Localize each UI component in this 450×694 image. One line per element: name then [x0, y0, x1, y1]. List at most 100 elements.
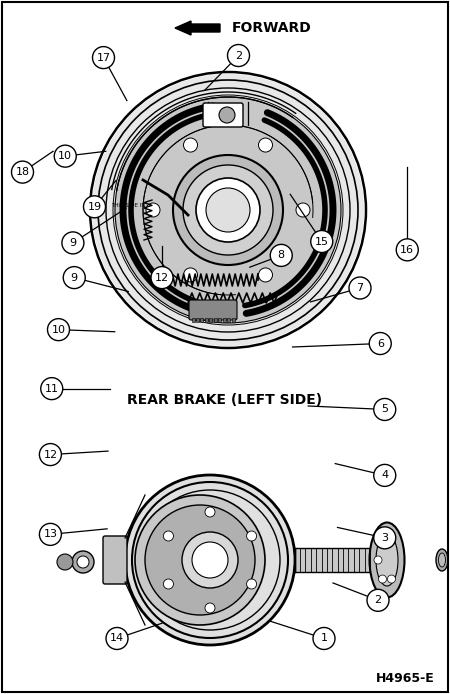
- Text: FORWARD: FORWARD: [232, 21, 312, 35]
- Text: 3: 3: [381, 533, 388, 543]
- Circle shape: [367, 589, 389, 611]
- Text: THIS SIDE IN: THIS SIDE IN: [111, 203, 145, 208]
- Circle shape: [374, 464, 396, 486]
- Circle shape: [378, 537, 387, 545]
- Ellipse shape: [376, 534, 398, 586]
- Circle shape: [205, 507, 215, 517]
- Circle shape: [374, 556, 382, 564]
- Text: 9: 9: [69, 238, 76, 248]
- Circle shape: [258, 138, 273, 152]
- Circle shape: [92, 74, 364, 346]
- Circle shape: [374, 527, 396, 549]
- Circle shape: [247, 531, 256, 541]
- Circle shape: [93, 46, 114, 69]
- Circle shape: [247, 579, 256, 589]
- Text: 2: 2: [374, 595, 382, 605]
- Circle shape: [349, 277, 371, 299]
- Text: 17: 17: [96, 53, 111, 62]
- Circle shape: [387, 575, 396, 583]
- Text: 15: 15: [315, 237, 329, 246]
- Circle shape: [151, 266, 173, 289]
- Circle shape: [258, 268, 273, 282]
- Text: 19: 19: [87, 202, 102, 212]
- Circle shape: [12, 161, 33, 183]
- Circle shape: [48, 319, 69, 341]
- FancyBboxPatch shape: [103, 536, 127, 584]
- Bar: [227, 318, 230, 322]
- Text: 10: 10: [58, 151, 72, 161]
- Text: 8: 8: [278, 251, 285, 260]
- Text: 10: 10: [51, 325, 66, 335]
- Circle shape: [57, 554, 73, 570]
- Circle shape: [125, 475, 295, 645]
- Text: 13: 13: [43, 530, 58, 539]
- Circle shape: [311, 230, 333, 253]
- Circle shape: [192, 542, 228, 578]
- Circle shape: [396, 239, 418, 261]
- Circle shape: [270, 244, 292, 266]
- Circle shape: [40, 443, 61, 466]
- FancyBboxPatch shape: [189, 300, 237, 320]
- Text: 14: 14: [110, 634, 124, 643]
- Circle shape: [228, 44, 249, 67]
- Circle shape: [206, 188, 250, 232]
- Text: 9: 9: [71, 273, 78, 282]
- Circle shape: [115, 97, 341, 323]
- Circle shape: [77, 556, 89, 568]
- Circle shape: [205, 603, 215, 613]
- FancyArrow shape: [175, 21, 220, 35]
- Circle shape: [54, 145, 76, 167]
- Text: REAR BRAKE (LEFT SIDE): REAR BRAKE (LEFT SIDE): [127, 393, 323, 407]
- Circle shape: [163, 531, 173, 541]
- Ellipse shape: [436, 549, 448, 571]
- Text: H4965-E: H4965-E: [376, 672, 435, 685]
- Bar: [192, 318, 194, 322]
- Circle shape: [41, 378, 63, 400]
- Bar: [214, 318, 217, 322]
- Circle shape: [62, 232, 84, 254]
- Circle shape: [296, 203, 310, 217]
- Bar: [231, 318, 234, 322]
- Text: 18: 18: [15, 167, 30, 177]
- Circle shape: [374, 398, 396, 421]
- Text: 5: 5: [381, 405, 388, 414]
- Bar: [205, 318, 208, 322]
- Circle shape: [313, 627, 335, 650]
- Circle shape: [106, 627, 128, 650]
- Bar: [196, 318, 199, 322]
- Text: 7: 7: [356, 283, 364, 293]
- Circle shape: [63, 266, 85, 289]
- Circle shape: [182, 532, 238, 588]
- Circle shape: [183, 165, 273, 255]
- Circle shape: [163, 579, 173, 589]
- Text: 4: 4: [381, 471, 388, 480]
- Bar: [209, 318, 212, 322]
- Text: 1: 1: [320, 634, 328, 643]
- Circle shape: [173, 155, 283, 265]
- Ellipse shape: [438, 553, 446, 567]
- Circle shape: [369, 332, 391, 355]
- Circle shape: [219, 107, 235, 123]
- Text: 12: 12: [43, 450, 58, 459]
- Circle shape: [378, 575, 387, 583]
- Bar: [223, 318, 225, 322]
- Circle shape: [135, 495, 265, 625]
- Text: 16: 16: [400, 245, 414, 255]
- Bar: [295, 548, 375, 572]
- Bar: [200, 318, 203, 322]
- Circle shape: [196, 178, 260, 242]
- Text: 11: 11: [45, 384, 59, 393]
- Circle shape: [145, 505, 255, 615]
- FancyBboxPatch shape: [203, 103, 243, 127]
- Circle shape: [146, 203, 160, 217]
- Ellipse shape: [369, 523, 405, 598]
- Circle shape: [184, 138, 198, 152]
- Circle shape: [84, 196, 105, 218]
- Circle shape: [72, 551, 94, 573]
- Circle shape: [40, 523, 61, 545]
- Text: 6: 6: [377, 339, 384, 348]
- Bar: [218, 318, 221, 322]
- Circle shape: [184, 268, 198, 282]
- Text: 2: 2: [235, 51, 242, 60]
- Circle shape: [387, 537, 396, 545]
